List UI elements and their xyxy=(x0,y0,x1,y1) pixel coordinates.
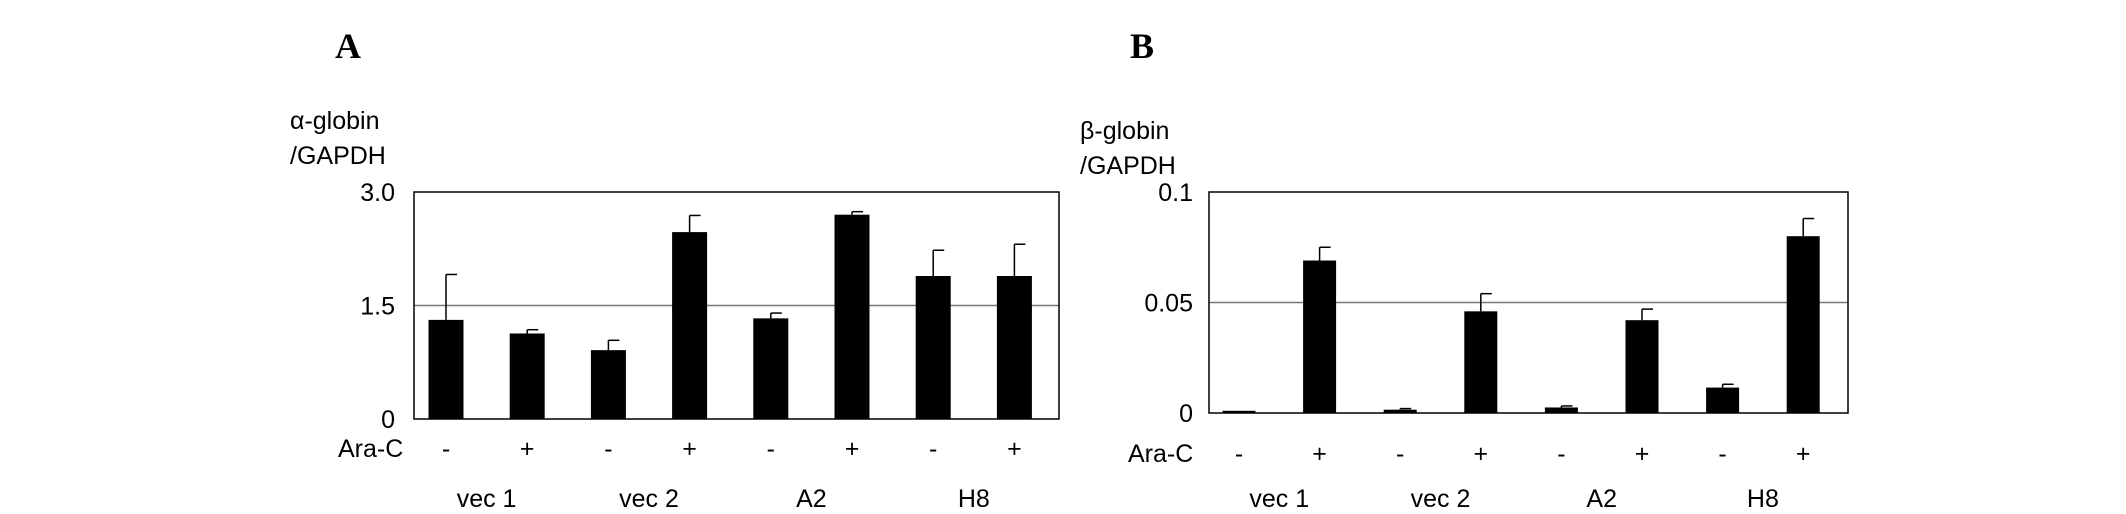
panel-b-treatment-sign-2: + xyxy=(1312,440,1327,468)
panel-b-treatment-sign-7: - xyxy=(1718,440,1726,468)
panel-a-bar-4 xyxy=(672,232,708,419)
panel-b-bar-6 xyxy=(1625,320,1659,413)
panel-b-bar-5 xyxy=(1544,407,1578,413)
panel-a-treatment-sign-4: + xyxy=(682,435,697,463)
panel-b-bar-8 xyxy=(1786,236,1820,413)
panel-a-plot-frame xyxy=(413,191,1060,420)
panel-a-group-label: vec 1 xyxy=(457,485,517,513)
panel-a-letter: A xyxy=(335,26,361,66)
panel-a-group-label: H8 xyxy=(958,485,990,513)
panel-a-ytick-label: 0 xyxy=(381,406,395,434)
panel-b-treatment-sign-8: + xyxy=(1796,440,1811,468)
panel-b-group-label: vec 2 xyxy=(1411,485,1471,513)
panel-a-treatment-label: Ara-C xyxy=(338,435,403,463)
panel-b-group-label: vec 1 xyxy=(1249,485,1309,513)
panel-a-treatment-sign-8: + xyxy=(1007,435,1022,463)
panel-a-treatment-sign-2: + xyxy=(520,435,535,463)
panel-a-group-label: vec 2 xyxy=(619,485,679,513)
panel-b-ytick-label: 0.05 xyxy=(1144,290,1193,318)
panel-a-bar-6 xyxy=(834,214,870,419)
panel-a-group-label: A2 xyxy=(796,485,827,513)
panel-b-ytick-label: 0.1 xyxy=(1158,179,1193,207)
panel-a-treatment-sign-7: - xyxy=(929,435,937,463)
panel-a-bar-3 xyxy=(590,350,626,419)
panel-a-ytick-label: 3.0 xyxy=(360,179,395,207)
panel-b-ylabel-line1: β-globin xyxy=(1080,117,1170,145)
panel-a-bar-1 xyxy=(428,319,464,419)
panel-b-group-label: H8 xyxy=(1747,485,1779,513)
panel-b-treatment-sign-3: - xyxy=(1396,440,1404,468)
panel-b-treatment-sign-4: + xyxy=(1473,440,1488,468)
panel-b-bar-3 xyxy=(1383,409,1417,413)
panel-a-ytick-label: 1.5 xyxy=(360,293,395,321)
panel-a-treatment-sign-6: + xyxy=(845,435,860,463)
panel-a-treatment-sign-5: - xyxy=(767,435,775,463)
panel-a-ylabel-line1: α-globin xyxy=(290,107,380,135)
panel-a-bar-2 xyxy=(509,333,545,419)
panel-a-bar-7 xyxy=(915,275,951,419)
panel-a-treatment-sign-1: - xyxy=(442,435,450,463)
panel-a-bar-8 xyxy=(996,275,1032,419)
panel-b-ytick-label: 0 xyxy=(1179,400,1193,428)
panel-a-bar-5 xyxy=(753,318,789,419)
panel-b-bar-7 xyxy=(1706,387,1740,413)
panel-b-plot-frame xyxy=(1208,191,1849,414)
panel-b-group-label: A2 xyxy=(1586,485,1617,513)
panel-a-treatment-sign-3: - xyxy=(604,435,612,463)
panel-b-treatment-label: Ara-C xyxy=(1128,440,1193,468)
panel-b-bar-4 xyxy=(1464,311,1498,413)
panel-b-treatment-sign-5: - xyxy=(1557,440,1565,468)
panel-b-treatment-sign-6: + xyxy=(1635,440,1650,468)
panel-a-ylabel-line2: /GAPDH xyxy=(290,142,386,170)
panel-b-letter: B xyxy=(1130,26,1155,66)
panel-b-bar-2 xyxy=(1303,260,1337,413)
panel-b-bar-1 xyxy=(1222,410,1256,413)
panel-b-ylabel-line2: /GAPDH xyxy=(1080,152,1176,180)
panel-b-treatment-sign-1: - xyxy=(1235,440,1243,468)
